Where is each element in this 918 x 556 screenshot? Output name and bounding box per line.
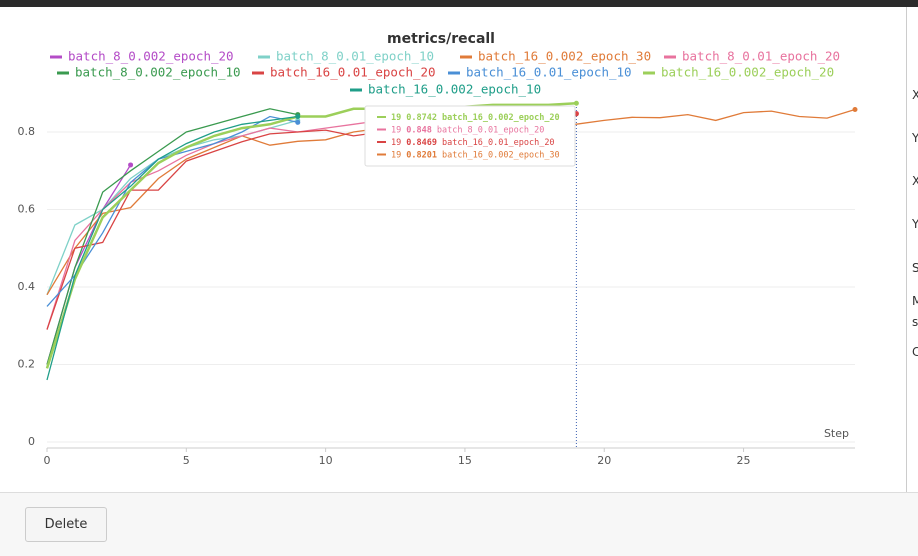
series-line — [46, 108, 298, 365]
legend-label: batch_16_0.01_epoch_20 — [270, 65, 436, 80]
series-end — [295, 114, 301, 119]
sidebar-label: Y — [912, 217, 918, 231]
series-line — [46, 115, 298, 381]
series-line — [45, 101, 577, 369]
sidebar-label: S — [912, 261, 918, 275]
tooltip-text: 0.8469 — [406, 138, 437, 148]
tooltip-text: batch_16_0.002_epoch_20 — [442, 113, 560, 123]
tooltip-row: 19 0.8469 batch_16_0.01_epoch_20 — [391, 138, 555, 148]
y-tick-label: 0.8 — [18, 125, 36, 138]
x-tick-label: 0 — [44, 454, 51, 467]
y-tick-label: 0.2 — [18, 358, 36, 371]
chart: metrics/recall 0 0.2 0.4 0.6 0.8 0 5 10 15 20 25 St… — [18, 31, 858, 467]
tooltip: 19 0.8742 batch_16_0.002_epoch_20 19 0.848 ba… — [364, 105, 576, 167]
divider — [0, 492, 918, 493]
x-axis-label: Step — [824, 427, 849, 440]
legend-label: batch_8_0.01_epoch_10 — [276, 49, 434, 64]
series-end — [852, 107, 858, 113]
tooltip-box — [364, 105, 576, 167]
chart-title: metrics/recall — [387, 31, 495, 47]
legend-label: batch_16_0.01_epoch_10 — [466, 65, 632, 80]
legend-label: batch_16_0.002_epoch_10 — [368, 82, 541, 97]
top-bar — [0, 0, 918, 7]
legend-label: batch_16_0.002_epoch_30 — [478, 49, 651, 64]
series-end — [128, 162, 134, 168]
series-line — [46, 115, 298, 307]
tooltip-row: 19 0.848 batch_8_0.01_epoch_20 — [391, 125, 544, 135]
x-tick-label: 25 — [737, 454, 751, 467]
series-end — [573, 100, 579, 106]
y-tick-label: 0 — [28, 435, 35, 448]
tooltip-text: 0.8742 — [406, 113, 437, 123]
tooltip-text: 0.848 — [406, 125, 432, 135]
sidebar-label: X — [912, 174, 918, 188]
tooltip-text: 19 — [391, 138, 401, 148]
tooltip-row: 19 0.8742 batch_16_0.002_epoch_20 — [391, 113, 560, 123]
sidebar-label: Y — [912, 131, 918, 145]
legend-label: batch_8_0.01_epoch_20 — [682, 49, 840, 64]
tooltip-text: 19 — [391, 150, 401, 160]
tooltip-text: 19 — [391, 113, 401, 123]
series-end — [295, 119, 301, 125]
tooltip-text: 19 — [391, 125, 401, 135]
y-tick-label: 0.6 — [18, 203, 36, 216]
tooltip-row: 19 0.8201 batch_16_0.002_epoch_30 — [391, 150, 560, 160]
tooltip-text: batch_8_0.01_epoch_20 — [437, 125, 544, 135]
sidebar-label: s — [912, 315, 918, 329]
delete-button[interactable]: Delete — [25, 507, 107, 542]
tooltip-text: batch_16_0.002_epoch_30 — [442, 150, 560, 160]
y-tick-label: 0.4 — [18, 280, 36, 293]
sidebar-label: C — [912, 345, 918, 359]
legend-label: batch_8_0.002_epoch_20 — [68, 49, 234, 64]
footer — [0, 493, 918, 556]
legend-label: batch_16_0.002_epoch_20 — [661, 65, 834, 80]
divider — [906, 7, 907, 492]
x-tick-label: 5 — [183, 454, 190, 467]
tooltip-text: batch_16_0.01_epoch_20 — [442, 138, 555, 148]
x-tick-label: 10 — [319, 454, 333, 467]
sidebar-label: X — [912, 88, 918, 102]
sidebar-label: M — [912, 294, 918, 308]
tooltip-text: 0.8201 — [406, 150, 437, 160]
x-tick-label: 20 — [597, 454, 611, 467]
legend-label: batch_8_0.002_epoch_10 — [75, 65, 241, 80]
series-line — [46, 119, 298, 296]
x-tick-label: 15 — [458, 454, 472, 467]
